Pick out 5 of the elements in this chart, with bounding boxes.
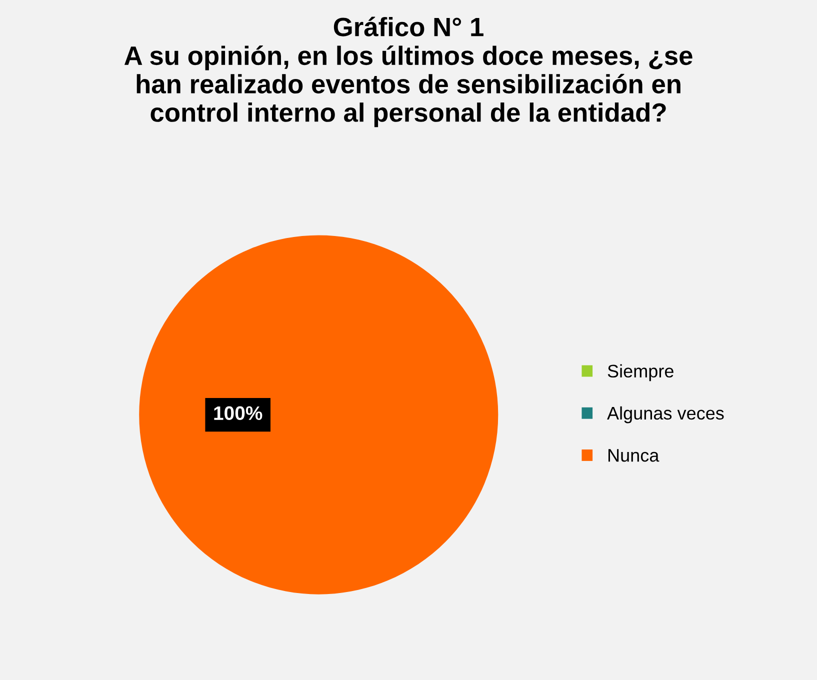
chart-title: Gráfico N° 1 A su opinión, en los últimos doce meses, ¿se han realizado eventos de sensibilización en control interno al personal de la entidad? <box>124 16 692 128</box>
data-label: 100% <box>214 406 262 420</box>
legend-label: Siempre <box>608 364 674 382</box>
legend-label: Nunca <box>608 449 660 462</box>
legend-label: Algunas veces <box>607 406 724 424</box>
